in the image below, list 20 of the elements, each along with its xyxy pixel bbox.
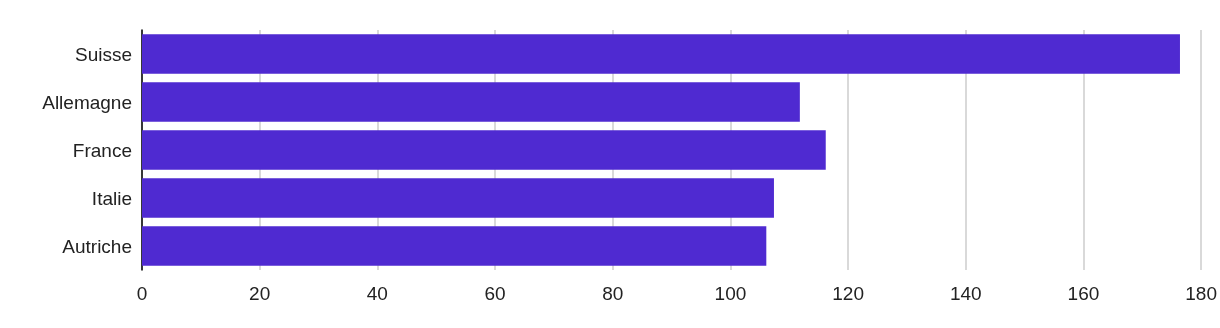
x-tick-label: 40 — [366, 283, 388, 304]
x-tick-label: 0 — [136, 283, 148, 304]
bar — [142, 226, 767, 266]
x-tick-label: 160 — [1067, 283, 1100, 304]
bar — [142, 34, 1180, 74]
bar — [142, 82, 800, 122]
x-tick-label: 140 — [949, 283, 982, 304]
x-tick-label: 100 — [714, 283, 747, 304]
y-tick-label: Italie — [91, 187, 132, 209]
x-tick-label: 120 — [832, 283, 864, 304]
y-tick-label: Allemagne — [42, 91, 132, 113]
x-tick-label: 20 — [249, 283, 271, 304]
y-tick-label: France — [72, 139, 132, 161]
x-tick-label: 60 — [484, 283, 506, 304]
x-tick-label: 80 — [602, 283, 624, 304]
x-tick-label: 180 — [1185, 283, 1217, 304]
bar — [142, 178, 774, 218]
y-tick-label: Autriche — [62, 235, 132, 257]
bar — [142, 130, 826, 170]
y-tick-label: Suisse — [74, 43, 132, 65]
